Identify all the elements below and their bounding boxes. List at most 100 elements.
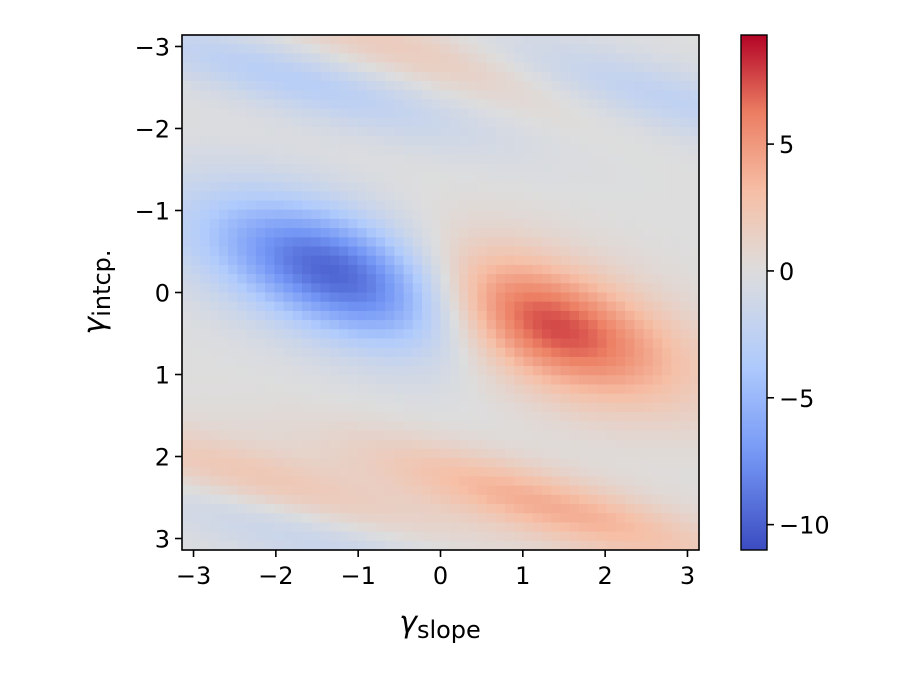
heatmap-cell (458, 274, 469, 284)
heatmap-cell (394, 393, 405, 404)
heatmap-cell (422, 329, 432, 340)
heatmap-cell (338, 264, 349, 275)
heatmap-cell (486, 35, 497, 45)
heatmap-cell (200, 154, 211, 165)
heatmap-cell (385, 393, 395, 404)
heatmap-cell (209, 439, 220, 450)
heatmap-cell (671, 80, 682, 91)
heatmap-cell (265, 522, 275, 533)
heatmap-cell (209, 467, 220, 478)
heatmap-cell (357, 126, 368, 137)
heatmap-cell (348, 467, 359, 478)
heatmap-cell (422, 347, 432, 358)
heatmap-cell (228, 366, 238, 376)
heatmap-cell (495, 439, 506, 450)
heatmap-cell (320, 99, 331, 110)
heatmap-cell (532, 494, 543, 505)
heatmap-cell (385, 209, 395, 220)
heatmap-cell (348, 117, 359, 128)
heatmap-cell (606, 467, 617, 478)
heatmap-cell (283, 172, 294, 183)
heatmap-cell (486, 347, 497, 358)
heatmap-cell (458, 136, 469, 146)
heatmap-cell (495, 347, 506, 358)
heatmap-cell (569, 320, 580, 330)
heatmap-cell (588, 310, 599, 321)
heatmap-cell (422, 467, 432, 478)
heatmap-cell (578, 504, 589, 514)
heatmap-cell (292, 117, 303, 128)
heatmap-cell (311, 172, 322, 183)
heatmap-cell (597, 218, 608, 229)
heatmap-cell (375, 209, 386, 220)
heatmap-cell (385, 274, 395, 284)
heatmap-cell (246, 467, 257, 478)
heatmap-cell (615, 53, 626, 64)
heatmap-cell (578, 430, 589, 441)
heatmap-cell (431, 154, 442, 165)
heatmap-cell (615, 274, 626, 284)
heatmap-cell (468, 283, 479, 294)
heatmap-cell (228, 108, 238, 119)
heatmap-cell (246, 448, 257, 459)
heatmap-cell (597, 540, 608, 550)
heatmap-cell (246, 338, 257, 349)
heatmap-cell (311, 136, 322, 146)
heatmap-cell (625, 338, 635, 349)
heatmap-cell (329, 145, 340, 156)
heatmap-cell (375, 320, 386, 330)
heatmap-cell (412, 513, 423, 524)
heatmap-cell (385, 301, 395, 312)
heatmap-cell (440, 35, 451, 45)
heatmap-cell (302, 448, 312, 459)
heatmap-cell (320, 255, 331, 266)
heatmap-cell (320, 90, 331, 100)
heatmap-cell (265, 246, 275, 257)
heatmap-cell (625, 458, 635, 468)
heatmap-cell (394, 448, 405, 459)
heatmap-cell (394, 494, 405, 505)
heatmap-cell (191, 35, 202, 45)
heatmap-cell (191, 228, 202, 238)
heatmap-cell (200, 35, 211, 45)
heatmap-cell (486, 402, 497, 413)
heatmap-cell (495, 329, 506, 340)
heatmap-cell (652, 62, 663, 73)
heatmap-cell (615, 182, 626, 192)
heatmap-cell (182, 320, 192, 330)
heatmap-cell (458, 494, 469, 505)
heatmap-cell (495, 421, 506, 432)
heatmap-cell (597, 108, 608, 119)
heatmap-cell (625, 255, 635, 266)
heatmap-cell (302, 163, 312, 174)
heatmap-cell (237, 540, 248, 550)
heatmap-cell (486, 218, 497, 229)
heatmap-cell (422, 320, 432, 330)
heatmap-cell (542, 145, 552, 156)
heatmap-cell (255, 53, 266, 64)
heatmap-cell (237, 338, 248, 349)
heatmap-cell (412, 154, 423, 165)
heatmap-cell (255, 338, 266, 349)
heatmap-cell (634, 412, 645, 422)
heatmap-cell (302, 329, 312, 340)
heatmap-cell (606, 172, 617, 183)
heatmap-cell (486, 366, 497, 376)
heatmap-cell (311, 228, 322, 238)
heatmap-cell (412, 53, 423, 64)
heatmap-cell (274, 393, 285, 404)
heatmap-cell (385, 53, 395, 64)
heatmap-cell (486, 172, 497, 183)
heatmap-cell (505, 154, 515, 165)
heatmap-cell (255, 448, 266, 459)
heatmap-cell (569, 237, 580, 248)
heatmap-cell (662, 448, 672, 459)
heatmap-cell (597, 228, 608, 238)
heatmap-cell (477, 80, 488, 91)
heatmap-cell (431, 301, 442, 312)
heatmap-cell (283, 347, 294, 358)
heatmap-cell (274, 80, 285, 91)
heatmap-cell (505, 228, 515, 238)
heatmap-cell (357, 467, 368, 478)
heatmap-cell (652, 163, 663, 174)
